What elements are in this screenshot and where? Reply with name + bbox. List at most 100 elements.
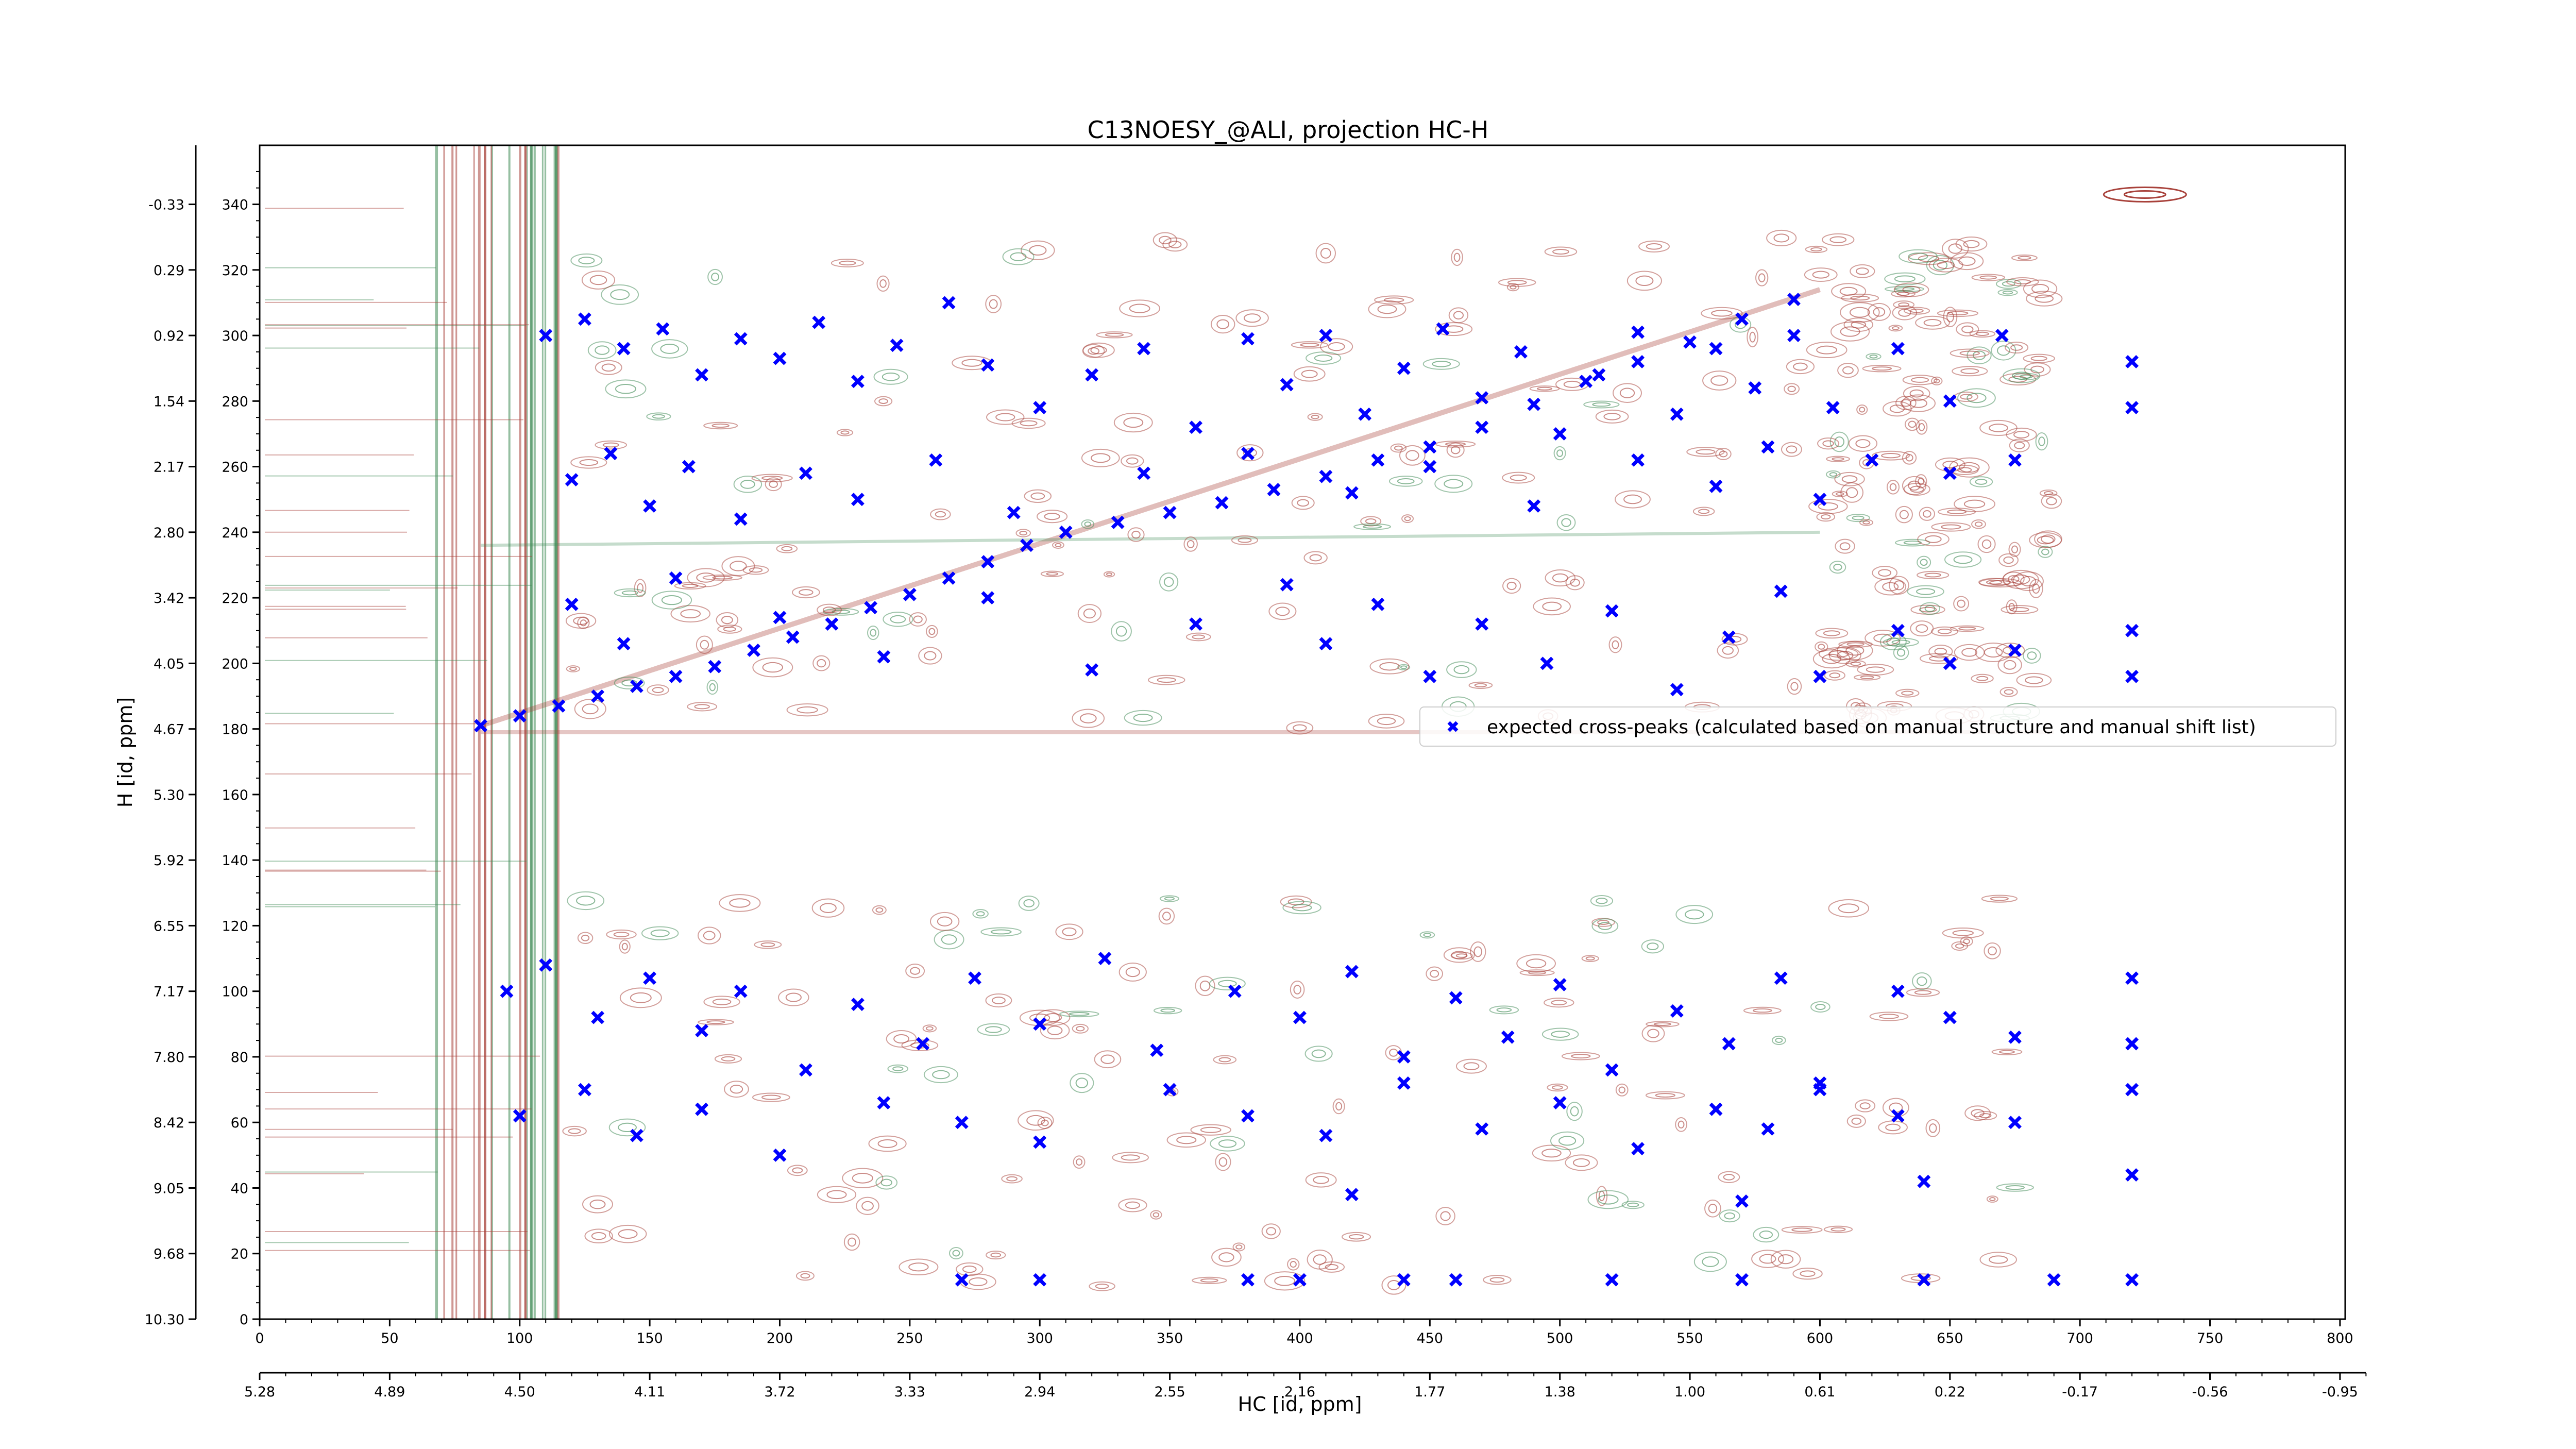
cross-peak-marker bbox=[1709, 1102, 1723, 1116]
x-tick-label: 0 bbox=[255, 1330, 264, 1346]
legend-marker bbox=[1447, 721, 1459, 732]
cross-peak-marker bbox=[1098, 952, 1112, 966]
cross-peak-marker bbox=[1735, 1273, 1749, 1287]
cross-peak-marker bbox=[630, 679, 643, 693]
y-tick-label: 20 bbox=[231, 1246, 248, 1262]
y-ppm-tick-label: 0.29 bbox=[154, 263, 184, 279]
cross-peak-marker bbox=[630, 1128, 643, 1142]
cross-peak-marker bbox=[1787, 329, 1801, 343]
x-tick-label: 750 bbox=[2197, 1330, 2224, 1346]
cross-peak-marker bbox=[1475, 420, 1489, 434]
x-tick-label: 450 bbox=[1417, 1330, 1444, 1346]
cross-peak-marker bbox=[682, 460, 696, 474]
cross-peak-marker bbox=[1774, 584, 1788, 598]
cross-peak-marker bbox=[1345, 1188, 1359, 1202]
cross-peak-marker bbox=[1319, 469, 1333, 483]
y-ppm-labels: 10.30 9.68 9.05 8.42 7.80 7.17 6.55 5.92 5.30 4.6… bbox=[145, 145, 197, 1328]
cross-peak-marker bbox=[1813, 1083, 1827, 1097]
cross-peak-marker bbox=[929, 453, 943, 467]
y-ppm-tick-label: 5.92 bbox=[154, 853, 184, 869]
cross-peak-marker bbox=[1319, 329, 1333, 343]
cross-peak-marker bbox=[1761, 1122, 1775, 1136]
cross-peak-marker bbox=[981, 358, 995, 372]
cross-peak-marker bbox=[1761, 440, 1775, 454]
cross-peak-marker bbox=[968, 971, 981, 985]
cross-peak-marker bbox=[1943, 466, 1957, 480]
cross-peak-marker bbox=[747, 643, 760, 657]
cross-peak-marker bbox=[1683, 335, 1697, 349]
cross-peak-marker bbox=[474, 719, 487, 733]
y-tick-label: 140 bbox=[222, 853, 248, 869]
y-ppm-tick-label: 5.30 bbox=[154, 787, 184, 803]
cross-peak-marker bbox=[1150, 1043, 1164, 1057]
ppm-tick-label: 5.28 bbox=[244, 1384, 275, 1400]
cross-peak-marker bbox=[1475, 617, 1489, 631]
cross-peak-marker bbox=[1540, 656, 1554, 670]
cross-peak-marker bbox=[1917, 1174, 1931, 1188]
ppm-tick-label: 0.22 bbox=[1935, 1384, 1965, 1400]
cross-peak-marker bbox=[1007, 506, 1021, 519]
y-ppm-tick-label: 7.17 bbox=[154, 984, 184, 1000]
cross-peak-marker bbox=[1280, 578, 1294, 592]
cross-peak-marker bbox=[903, 587, 917, 601]
chart-title: C13NOESY_@ALI, projection HC-H bbox=[1088, 116, 1489, 144]
cross-peak-marker bbox=[1085, 663, 1099, 677]
y-axis-label: H [id, ppm] bbox=[114, 697, 137, 807]
cross-peak-marker bbox=[981, 591, 995, 605]
ppm-tick-label: -0.56 bbox=[2192, 1384, 2228, 1400]
ppm-tick-label: 2.16 bbox=[1284, 1384, 1315, 1400]
cross-peak-marker bbox=[1215, 496, 1229, 510]
cross-peak-marker bbox=[1319, 1128, 1333, 1142]
cross-peak-marker bbox=[1670, 407, 1684, 421]
cross-peak-marker bbox=[2125, 1168, 2139, 1182]
cross-peak-marker bbox=[773, 611, 787, 625]
y-tick-label: 260 bbox=[222, 460, 248, 476]
cross-peak-marker bbox=[1241, 447, 1255, 461]
cross-peak-marker bbox=[1319, 637, 1333, 651]
cross-peak-marker bbox=[656, 322, 670, 336]
cross-peak-marker bbox=[2125, 669, 2139, 683]
cross-peak-points bbox=[474, 293, 2139, 1287]
cross-peak-marker bbox=[1280, 378, 1294, 392]
cross-peak-marker bbox=[1397, 1273, 1411, 1287]
x-tick-label: 550 bbox=[1676, 1330, 1703, 1346]
cross-peak-marker bbox=[565, 473, 579, 486]
cross-peak-marker bbox=[1891, 624, 1905, 637]
x-tick-label: 300 bbox=[1026, 1330, 1053, 1346]
cross-peak-marker bbox=[552, 699, 566, 713]
cross-peak-marker bbox=[617, 637, 631, 651]
cross-peak-marker bbox=[1371, 597, 1385, 611]
cross-peak-marker bbox=[1397, 361, 1411, 375]
cross-peak-marker bbox=[2125, 355, 2139, 368]
y-tick-label: 180 bbox=[222, 722, 248, 738]
cross-peak-marker bbox=[1345, 486, 1359, 500]
x-tick-label: 350 bbox=[1157, 1330, 1183, 1346]
cross-peak-marker bbox=[1020, 538, 1033, 552]
y-tick-label: 100 bbox=[222, 984, 248, 1000]
cross-peak-marker bbox=[799, 1063, 812, 1077]
y-tick-label: 240 bbox=[222, 525, 248, 541]
cross-peak-marker bbox=[2008, 1030, 2022, 1044]
cross-peak-marker bbox=[1137, 342, 1151, 356]
x-tick-label: 600 bbox=[1807, 1330, 1834, 1346]
ppm-tick-label: 2.55 bbox=[1155, 1384, 1185, 1400]
cross-peak-marker bbox=[1553, 1096, 1567, 1109]
ppm-tick-label: 3.33 bbox=[894, 1384, 925, 1400]
cross-peak-marker bbox=[1995, 329, 2009, 343]
y-tick-label: 200 bbox=[222, 656, 248, 672]
cross-peak-marker bbox=[565, 597, 579, 611]
cross-peak-marker bbox=[2125, 971, 2139, 985]
cross-peak-marker bbox=[643, 971, 657, 985]
legend-box bbox=[1419, 706, 2336, 747]
cross-peak-marker bbox=[1709, 342, 1723, 356]
cross-peak-marker bbox=[578, 312, 591, 326]
cross-peak-marker bbox=[1189, 617, 1203, 631]
x-axis-label: HC [id, ppm] bbox=[1238, 1393, 1362, 1416]
cross-peak-marker bbox=[2125, 1273, 2139, 1287]
x-tick-label: 650 bbox=[1937, 1330, 1963, 1346]
cross-peak-marker bbox=[1423, 460, 1437, 474]
cross-peak-marker bbox=[1267, 483, 1281, 497]
y-ppm-tick-label: -0.33 bbox=[148, 197, 184, 213]
y-ppm-tick-label: 4.05 bbox=[154, 656, 184, 672]
cross-peak-marker bbox=[1787, 293, 1801, 307]
